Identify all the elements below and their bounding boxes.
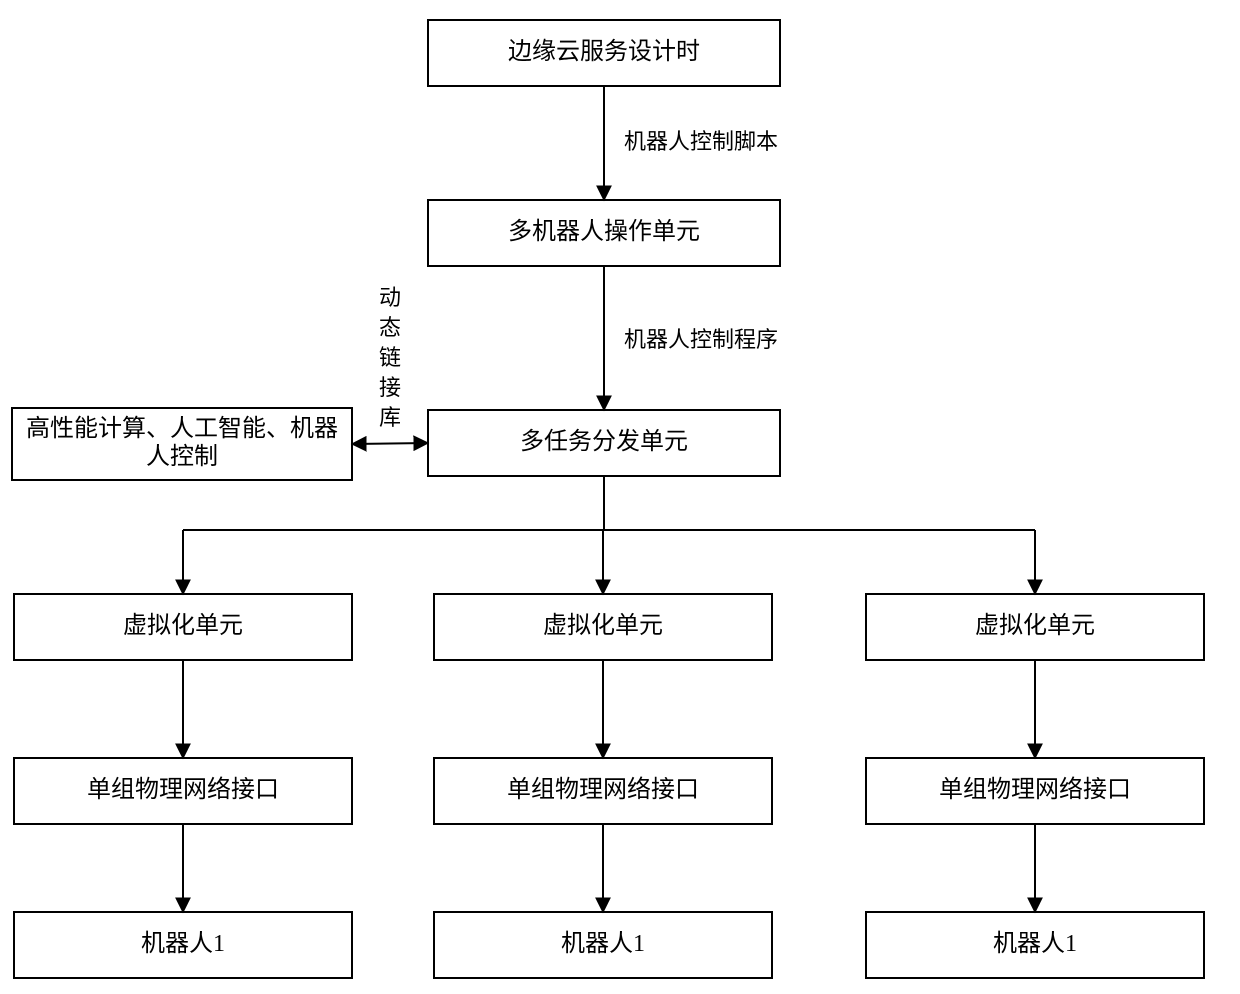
svg-text:动: 动 xyxy=(379,285,401,310)
svg-text:接: 接 xyxy=(379,375,401,400)
node-label: 机器人1 xyxy=(561,930,645,957)
node-physical-network-interface-1: 单组物理网络接口 xyxy=(14,758,352,824)
node-virtualization-unit-1: 虚拟化单元 xyxy=(14,594,352,660)
node-label: 单组物理网络接口 xyxy=(939,776,1131,803)
node-label: 虚拟化单元 xyxy=(123,612,243,639)
node-label: 多任务分发单元 xyxy=(520,428,688,455)
node-label: 单组物理网络接口 xyxy=(87,776,279,803)
node-hpc-ai-robot-control: 高性能计算、人工智能、机器人控制 xyxy=(12,408,352,480)
node-label: 机器人1 xyxy=(141,930,225,957)
svg-text:库: 库 xyxy=(379,405,401,430)
node-physical-network-interface-3: 单组物理网络接口 xyxy=(866,758,1204,824)
svg-text:态: 态 xyxy=(379,315,401,340)
node-multi-robot-operation-unit: 多机器人操作单元 xyxy=(428,200,780,266)
svg-text:链: 链 xyxy=(379,345,401,370)
node-label: 机器人1 xyxy=(993,930,1077,957)
node-robot-1b: 机器人1 xyxy=(434,912,772,978)
node-label: 虚拟化单元 xyxy=(543,612,663,639)
node-physical-network-interface-2: 单组物理网络接口 xyxy=(434,758,772,824)
flowchart-canvas: 边缘云服务设计时 多机器人操作单元 多任务分发单元 高性能计算、人工智能、机器人… xyxy=(0,0,1240,994)
node-label: 虚拟化单元 xyxy=(975,612,1095,639)
edge-label-control-script: 机器人控制脚本 xyxy=(624,129,778,154)
node-multi-task-dispatch-unit: 多任务分发单元 xyxy=(428,410,780,476)
edge-label-control-program: 机器人控制程序 xyxy=(624,327,778,352)
node-robot-1c: 机器人1 xyxy=(866,912,1204,978)
node-virtualization-unit-2: 虚拟化单元 xyxy=(434,594,772,660)
node-label: 多机器人操作单元 xyxy=(508,218,700,245)
node-label: 边缘云服务设计时 xyxy=(508,38,700,65)
node-virtualization-unit-3: 虚拟化单元 xyxy=(866,594,1204,660)
node-edge-cloud-design: 边缘云服务设计时 xyxy=(428,20,780,86)
node-robot-1a: 机器人1 xyxy=(14,912,352,978)
edge-label-dynamic-link-library: 动态链接库 xyxy=(379,285,401,430)
node-label: 单组物理网络接口 xyxy=(507,776,699,803)
